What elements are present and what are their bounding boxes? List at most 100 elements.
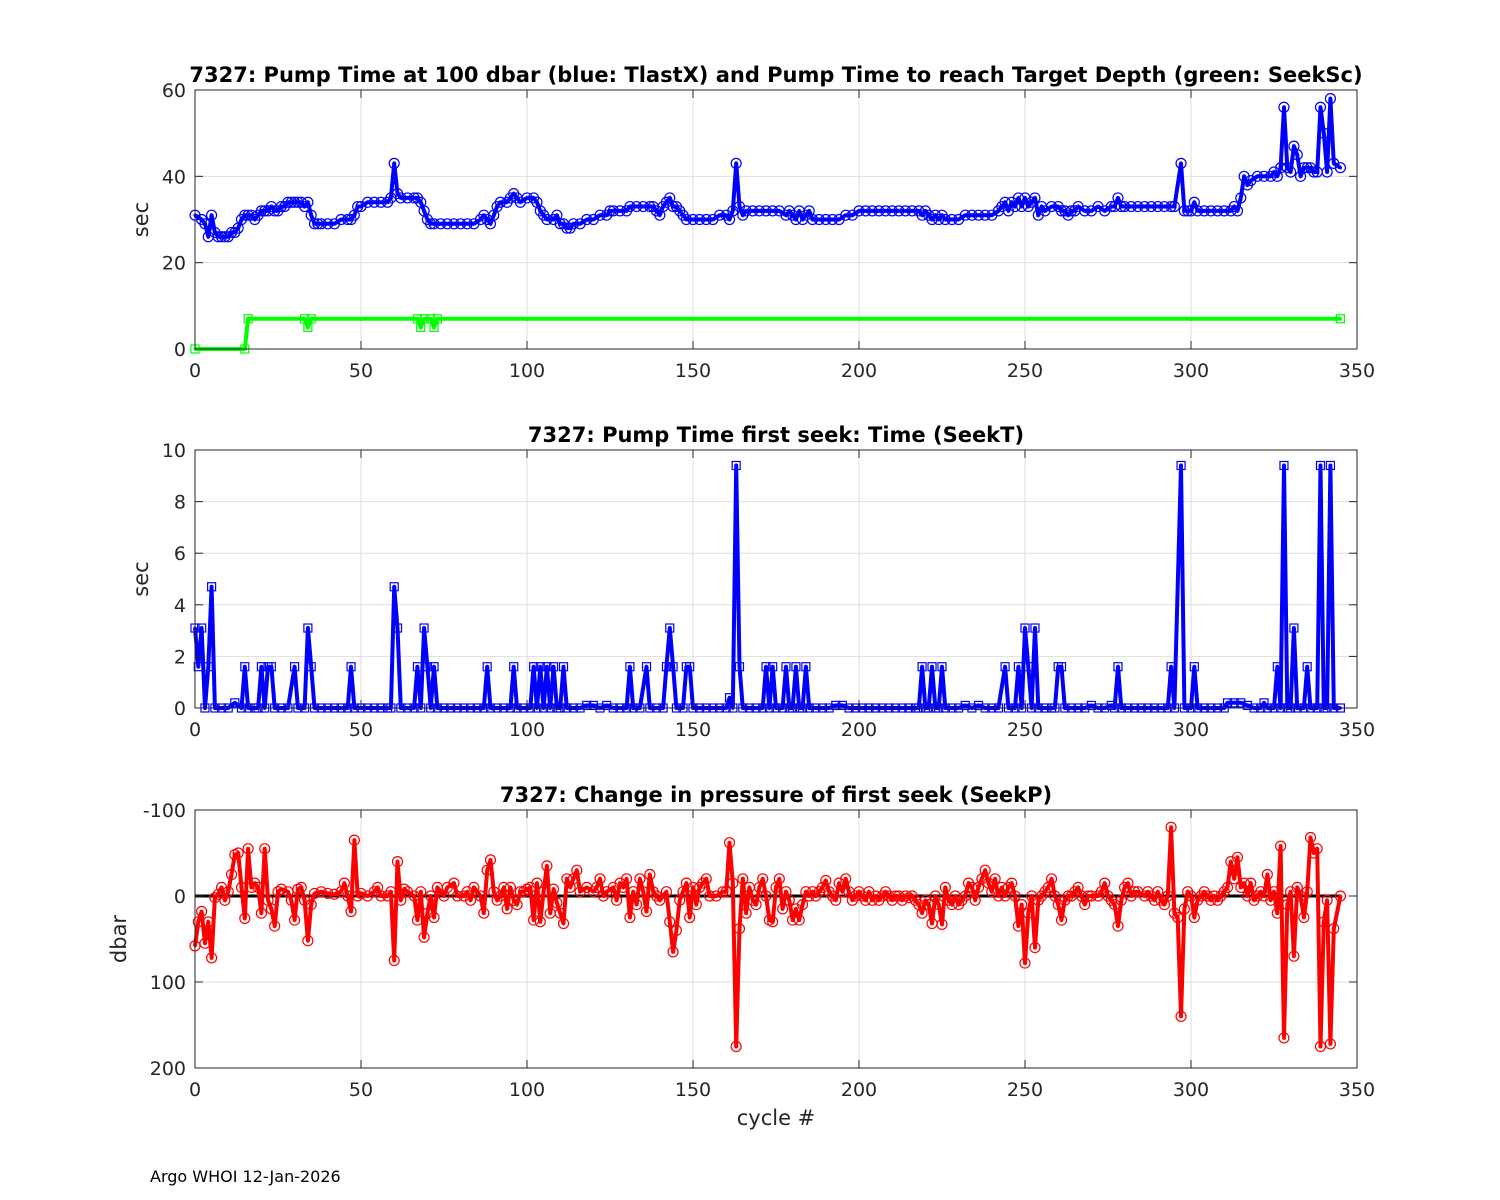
data-point bbox=[793, 914, 805, 926]
data-point-dot bbox=[585, 703, 589, 708]
data-point bbox=[730, 1040, 742, 1053]
data-point-dot bbox=[1305, 665, 1309, 669]
x-tick-label: 50 bbox=[349, 360, 373, 382]
data-point-dot bbox=[429, 317, 433, 321]
data-point bbox=[368, 196, 380, 208]
data-point-dot bbox=[1013, 894, 1017, 898]
data-point-dot bbox=[963, 894, 967, 898]
data-point-dot bbox=[200, 626, 204, 630]
data-point-dot bbox=[439, 222, 443, 226]
data-point-dot bbox=[203, 222, 207, 226]
data-point bbox=[1132, 200, 1144, 213]
x-tick-label: 100 bbox=[509, 719, 545, 741]
data-point-dot bbox=[930, 665, 934, 669]
data-point bbox=[429, 662, 439, 672]
data-point bbox=[542, 662, 552, 672]
data-point-dot bbox=[1242, 174, 1246, 178]
data-point-dot bbox=[468, 898, 473, 902]
data-point-dot bbox=[1285, 903, 1289, 907]
data-point-dot bbox=[731, 881, 735, 885]
data-point-dot bbox=[678, 898, 682, 902]
data-point-dot bbox=[532, 918, 536, 922]
data-point-dot bbox=[830, 217, 835, 222]
data-point bbox=[547, 883, 560, 895]
data-point bbox=[1165, 200, 1177, 213]
data-point bbox=[1205, 205, 1217, 217]
data-point bbox=[299, 314, 310, 324]
footer-label: Argo WHOI 12-Jan-2026 bbox=[150, 1167, 341, 1186]
data-point bbox=[700, 873, 712, 885]
data-point-dot bbox=[771, 665, 775, 669]
data-point-dot bbox=[279, 204, 283, 209]
data-point-dot bbox=[761, 877, 765, 881]
data-point-dot bbox=[784, 890, 788, 894]
data-point bbox=[837, 700, 848, 711]
data-point-dot bbox=[717, 213, 722, 217]
data-point-dot bbox=[953, 894, 957, 898]
data-point-dot bbox=[794, 665, 798, 669]
data-point-dot bbox=[425, 665, 429, 669]
data-point bbox=[266, 662, 276, 672]
data-point-dot bbox=[575, 868, 579, 872]
data-point bbox=[1188, 911, 1200, 924]
data-point-dot bbox=[349, 909, 353, 914]
data-point bbox=[1145, 200, 1157, 213]
data-point bbox=[1289, 623, 1299, 633]
x-tick-label: 150 bbox=[675, 1079, 711, 1101]
data-point-dot bbox=[674, 928, 679, 933]
data-point-dot bbox=[1156, 204, 1160, 209]
data-point bbox=[239, 912, 251, 924]
data-point bbox=[1009, 890, 1021, 902]
x-tick-label: 200 bbox=[841, 1079, 877, 1101]
data-point-dot bbox=[688, 665, 692, 669]
data-point-dot bbox=[1020, 204, 1024, 209]
data-point bbox=[455, 218, 467, 230]
data-point bbox=[1125, 200, 1137, 213]
data-point-dot bbox=[372, 200, 376, 204]
data-point-dot bbox=[727, 696, 732, 700]
data-point-dot bbox=[1279, 166, 1283, 170]
data-point-dot bbox=[1149, 204, 1153, 209]
data-point bbox=[501, 903, 513, 915]
data-point-dot bbox=[1202, 209, 1206, 213]
data-point-dot bbox=[1059, 918, 1064, 922]
data-point bbox=[1172, 911, 1184, 924]
data-point-dot bbox=[1282, 463, 1286, 468]
data-point-dot bbox=[615, 898, 619, 902]
data-point-dot bbox=[1059, 209, 1064, 213]
y-tick-label: -100 bbox=[143, 800, 186, 822]
data-point bbox=[398, 883, 410, 895]
data-point-dot bbox=[302, 898, 307, 902]
data-point bbox=[1000, 662, 1010, 672]
data-point bbox=[1324, 1038, 1337, 1050]
data-point bbox=[395, 894, 407, 906]
data-point bbox=[1288, 950, 1300, 962]
data-point-dot bbox=[585, 885, 589, 890]
data-point bbox=[419, 623, 429, 633]
x-tick-label: 300 bbox=[1173, 1079, 1209, 1101]
data-point bbox=[275, 883, 287, 895]
data-point-dot bbox=[366, 894, 370, 898]
data-point-dot bbox=[638, 877, 642, 881]
data-point-dot bbox=[976, 213, 981, 217]
data-point-dot bbox=[797, 918, 801, 922]
data-point-dot bbox=[797, 209, 801, 213]
data-point bbox=[786, 914, 799, 926]
data-point-dot bbox=[1302, 915, 1306, 920]
x-tick-label: 50 bbox=[349, 1079, 373, 1101]
data-point-dot bbox=[890, 209, 894, 213]
data-point bbox=[969, 894, 981, 906]
data-point-dot bbox=[990, 213, 994, 217]
data-point bbox=[873, 205, 885, 217]
data-point-dot bbox=[1338, 894, 1342, 898]
data-point bbox=[1236, 698, 1246, 708]
data-point-dot bbox=[794, 907, 798, 911]
x-tick-label: 100 bbox=[509, 1079, 545, 1101]
data-point-dot bbox=[1023, 196, 1027, 200]
data-point-dot bbox=[1325, 898, 1329, 902]
x-tick-label: 0 bbox=[189, 1079, 201, 1101]
data-point-dot bbox=[551, 887, 556, 891]
data-point bbox=[1013, 662, 1023, 672]
x-tick-label: 250 bbox=[1007, 1079, 1043, 1101]
data-point-dot bbox=[452, 881, 456, 885]
